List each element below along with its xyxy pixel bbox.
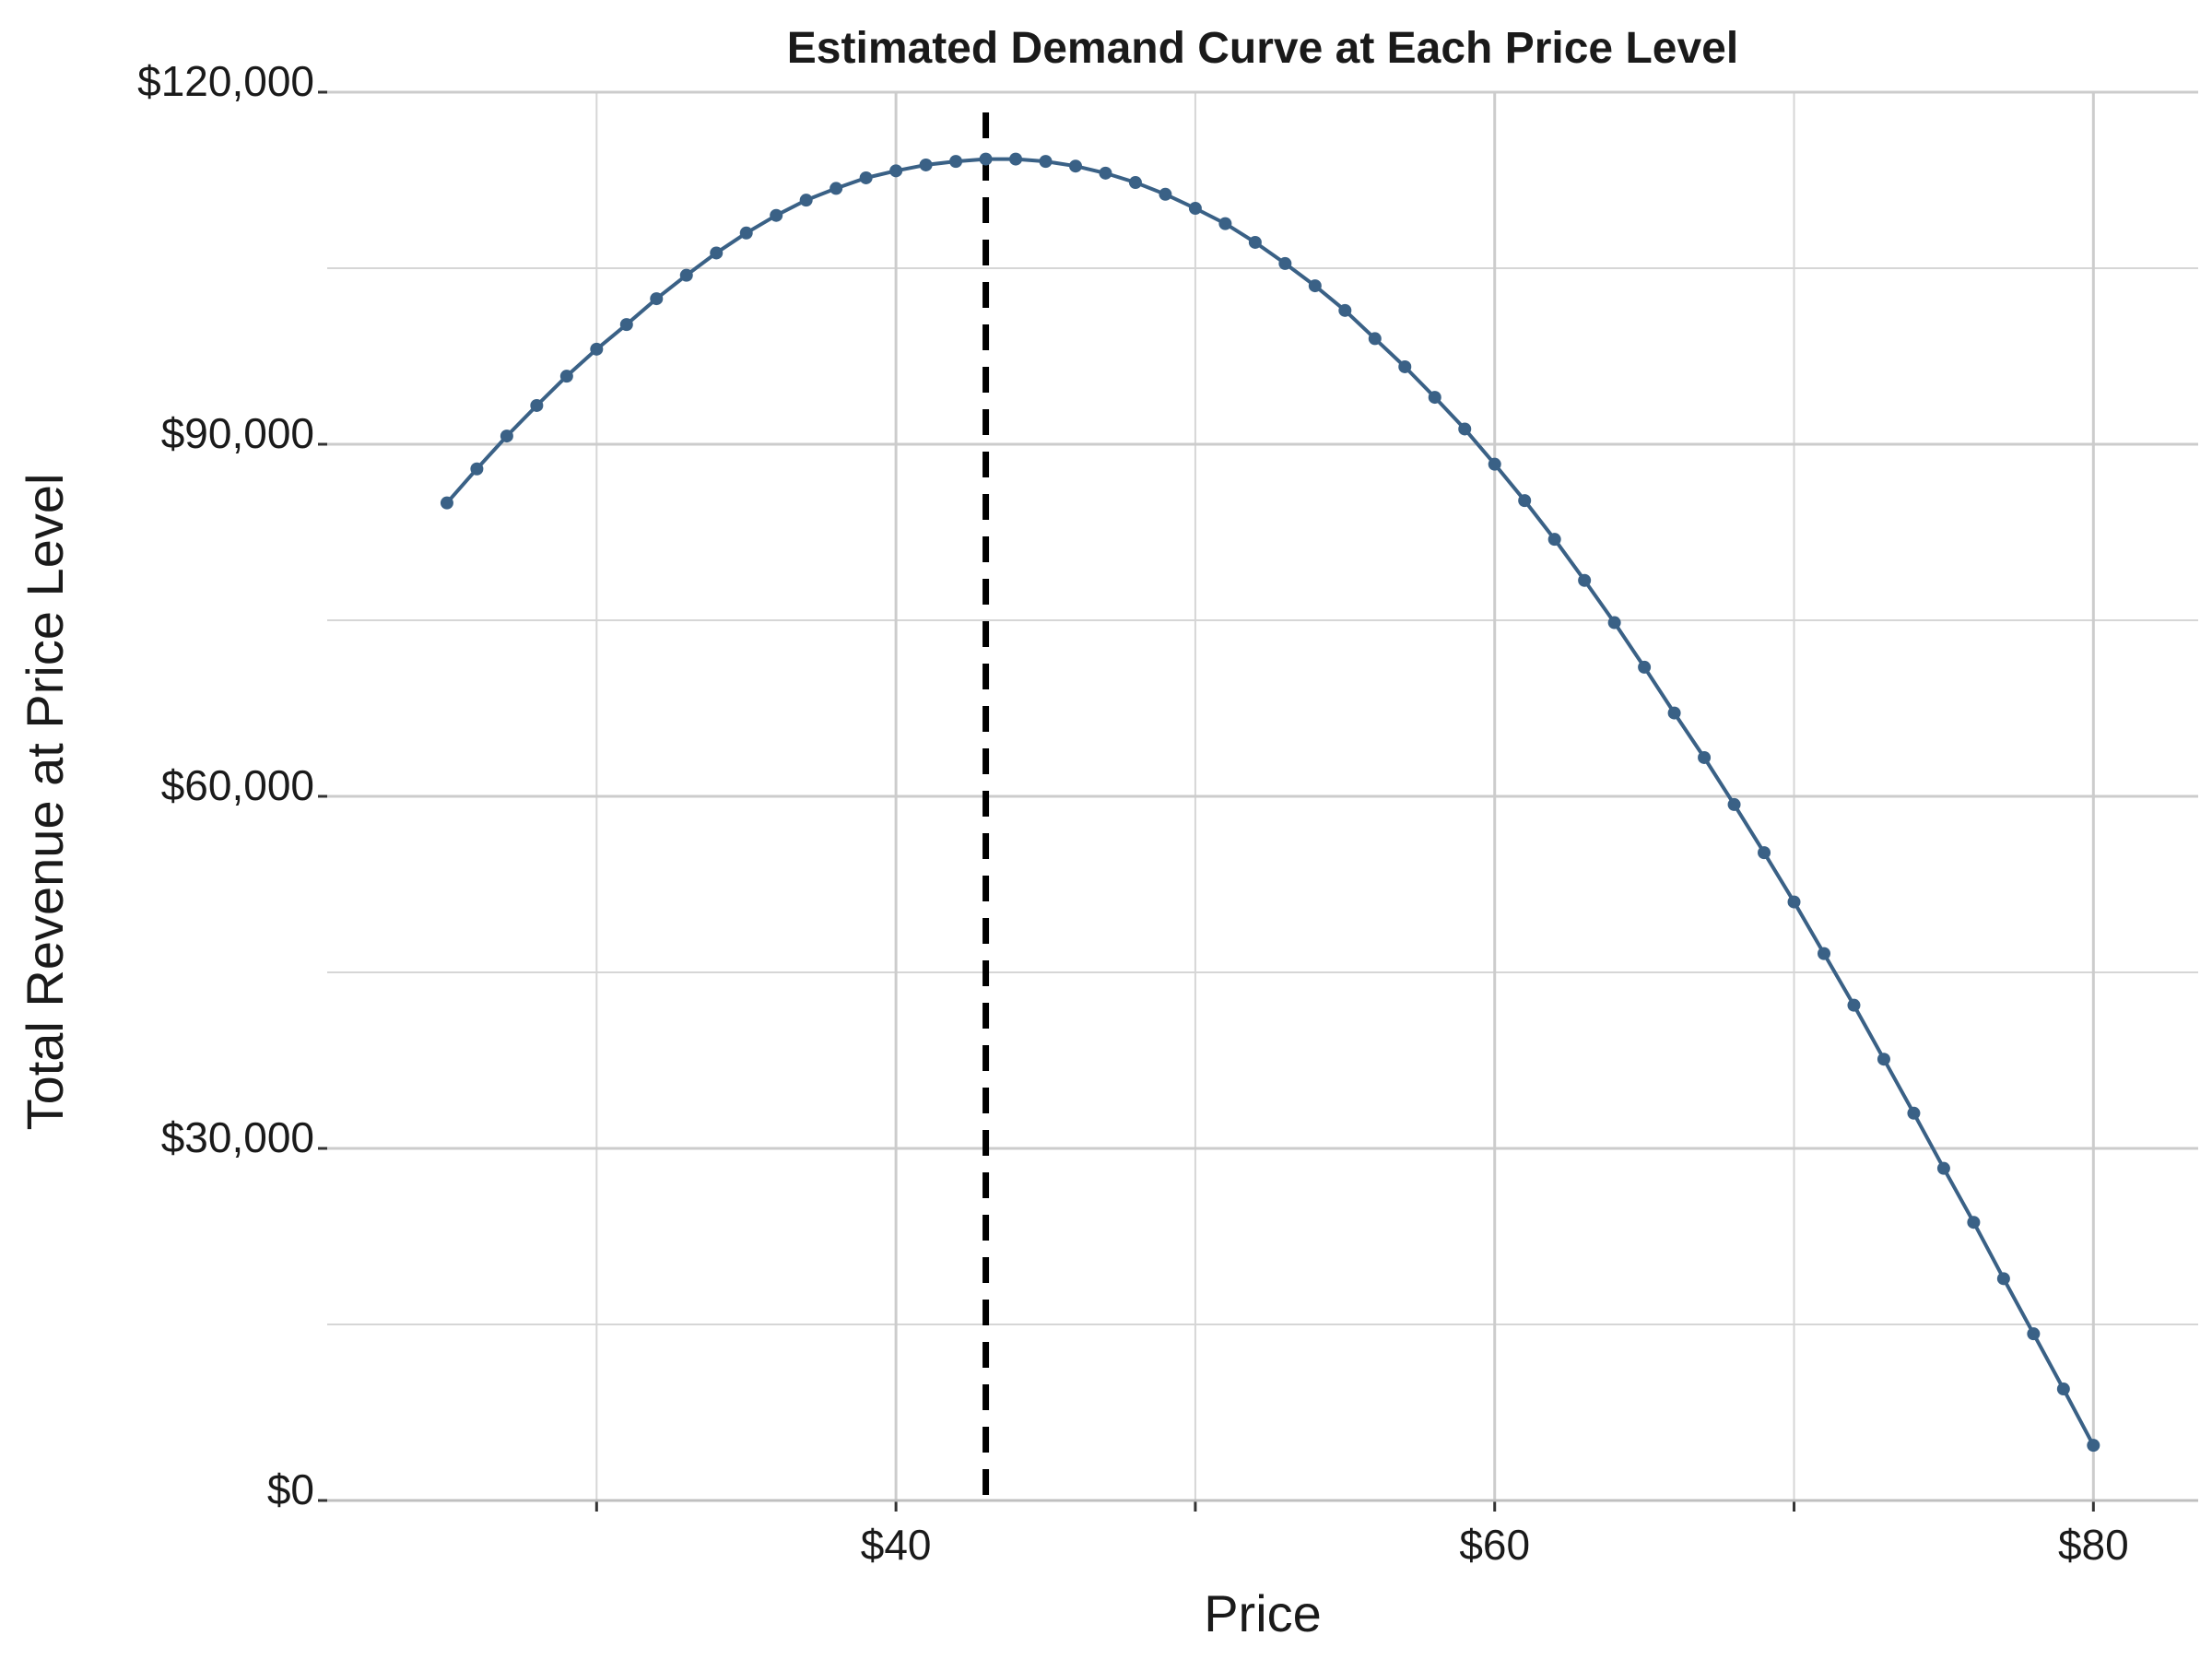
data-point [440, 496, 453, 510]
data-point [500, 429, 513, 443]
data-point [650, 292, 664, 306]
data-point [1009, 152, 1023, 166]
data-point [979, 152, 993, 166]
data-point [1578, 573, 1592, 587]
data-point [1218, 217, 1232, 230]
data-point [1698, 750, 1712, 764]
y-tick-label: $30,000 [161, 1113, 314, 1161]
data-point [619, 318, 633, 332]
data-point [1877, 1053, 1890, 1066]
y-axis-label: Total Revenue at Price Level [16, 474, 74, 1131]
data-point [1248, 235, 1262, 249]
data-point [1458, 422, 1472, 436]
data-point [799, 194, 813, 207]
data-point [679, 268, 693, 282]
series-layer [440, 152, 2100, 1453]
chart-title: Estimated Demand Curve at Each Price Lev… [787, 24, 1738, 73]
data-point [1069, 159, 1082, 173]
x-tick-label: $60 [1459, 1521, 1530, 1569]
data-point [590, 342, 604, 356]
data-point [470, 462, 484, 476]
data-point [1818, 947, 1830, 960]
x-tick-label: $40 [861, 1521, 932, 1569]
data-point [1159, 187, 1172, 201]
data-point [2087, 1439, 2100, 1453]
data-point [1996, 1272, 2010, 1286]
y-tick-label: $0 [267, 1465, 314, 1513]
data-point [1368, 332, 1382, 346]
data-point [1667, 706, 1681, 720]
data-point [1428, 391, 1441, 405]
data-point [1308, 279, 1322, 293]
axis-layer [318, 90, 2198, 1512]
data-point [949, 155, 963, 169]
data-point [770, 208, 783, 222]
data-point [1907, 1106, 1921, 1120]
data-point [859, 171, 873, 184]
x-axis-label: Price [1204, 1584, 1322, 1642]
data-point [559, 370, 573, 383]
data-point [530, 398, 544, 412]
data-point [1338, 303, 1352, 317]
data-point [1278, 256, 1292, 270]
data-point [1099, 166, 1112, 180]
data-point [1967, 1216, 1981, 1230]
x-tick-label: $80 [2058, 1521, 2129, 1569]
tick-label-layer: $40 $60 $80 $0 $30,000 $60,000 $90,000 $120,000 [137, 57, 2129, 1569]
data-point [1518, 494, 1532, 508]
revenue-line [445, 157, 2096, 1447]
data-point [1638, 660, 1652, 674]
y-tick-label: $120,000 [137, 57, 314, 105]
data-point [1488, 457, 1501, 471]
data-point [739, 226, 753, 240]
data-point [1727, 797, 1741, 811]
data-point [2027, 1327, 2041, 1341]
data-point [1936, 1161, 1950, 1175]
data-point [710, 246, 724, 260]
data-point [1039, 155, 1053, 169]
data-point [919, 158, 933, 171]
data-point [1547, 533, 1561, 547]
data-point [1128, 176, 1142, 190]
data-point [2056, 1382, 2070, 1396]
data-point [889, 164, 903, 178]
data-point [1188, 202, 1202, 216]
y-tick-label: $90,000 [161, 409, 314, 457]
data-point [1398, 359, 1412, 373]
data-point [1758, 846, 1771, 860]
data-point [1847, 998, 1861, 1012]
data-point [830, 182, 843, 195]
y-tick-label: $60,000 [161, 761, 314, 809]
grid-layer [327, 90, 2198, 1502]
data-point [1607, 616, 1621, 629]
data-point [1787, 895, 1801, 909]
